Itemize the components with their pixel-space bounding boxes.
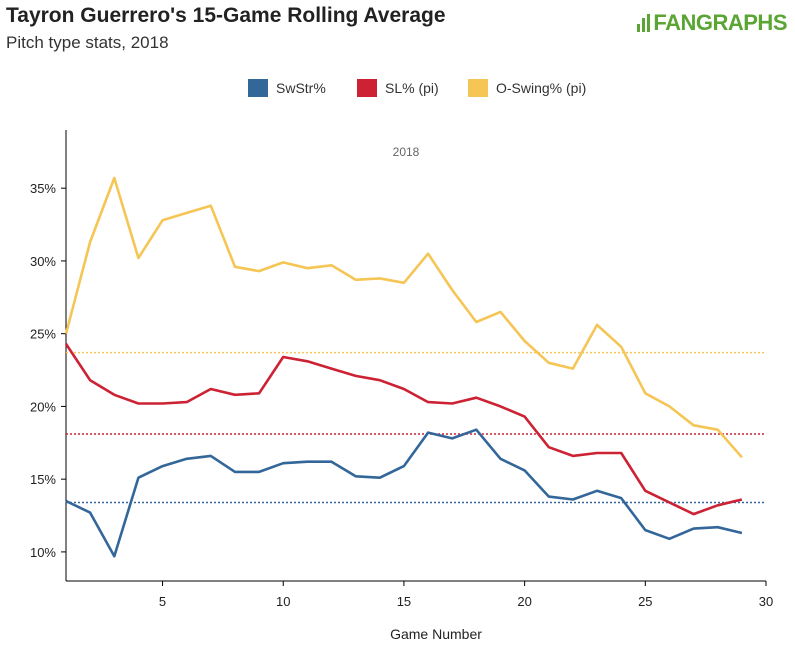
year-label: 2018	[393, 145, 420, 159]
x-axis-label: Game Number	[390, 626, 482, 642]
chart-legend: SwStr% SL% (pi) O-Swing% (pi)	[0, 79, 795, 101]
legend-swatch-oswing	[468, 79, 488, 97]
fangraphs-logo: FANGRAPHS	[637, 10, 787, 36]
series-line	[64, 343, 743, 516]
x-tick-label: 20	[517, 594, 531, 609]
chart-subtitle: Pitch type stats, 2018	[6, 33, 169, 52]
legend-label-oswing: O-Swing% (pi)	[496, 80, 587, 96]
legend-item-sl: SL% (pi)	[357, 79, 439, 97]
average-lines	[66, 351, 766, 504]
y-tick-label: 20%	[30, 399, 56, 414]
series-lines	[64, 176, 743, 558]
x-tick-label: 5	[159, 594, 166, 609]
y-tick-label: 15%	[30, 472, 56, 487]
chart-axes: 5 10 15 20 25 30 10% 15% 20% 25% 30% 35%	[30, 130, 773, 609]
legend-label-swstr: SwStr%	[276, 80, 326, 96]
y-tick-label: 30%	[30, 254, 56, 269]
logo-text: FANGRAPHS	[653, 10, 787, 35]
legend-item-swstr: SwStr%	[248, 79, 326, 97]
x-tick-label: 30	[759, 594, 773, 609]
x-tick-label: 10	[276, 594, 290, 609]
fangraphs-logo-icon	[637, 14, 651, 32]
y-tick-label: 10%	[30, 545, 56, 560]
legend-swatch-swstr	[248, 79, 268, 97]
series-line	[65, 428, 743, 558]
x-tick-label: 15	[397, 594, 411, 609]
x-tick-label: 25	[638, 594, 652, 609]
legend-swatch-sl	[357, 79, 377, 97]
legend-label-sl: SL% (pi)	[385, 80, 439, 96]
series-line	[64, 176, 743, 459]
y-tick-label: 35%	[30, 181, 56, 196]
legend-item-oswing: O-Swing% (pi)	[468, 79, 586, 97]
y-tick-label: 25%	[30, 327, 56, 342]
chart-title: Tayron Guerrero's 15-Game Rolling Averag…	[6, 4, 446, 27]
